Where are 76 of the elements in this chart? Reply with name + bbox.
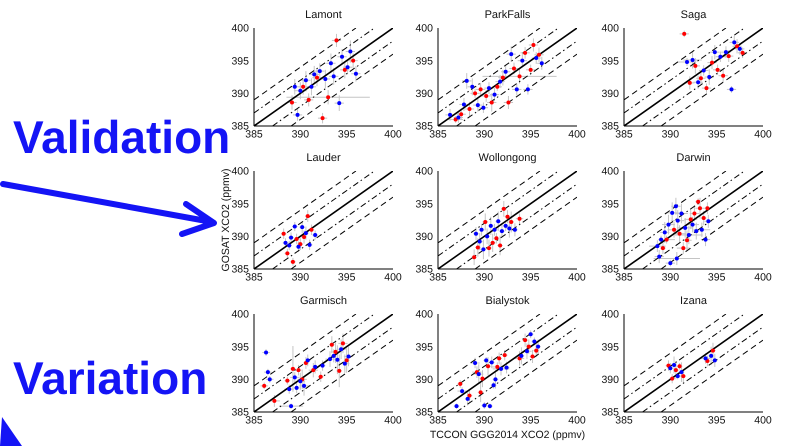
y-tick-label: 400 — [231, 22, 250, 35]
x-axis-title: TCCON GGG2014 XCO2 (ppmv) — [430, 429, 586, 441]
x-tick-label: 385 — [429, 128, 447, 140]
y-tick-label: 400 — [415, 308, 434, 321]
x-tick-label: 390 — [292, 414, 310, 426]
y-tick-label: 395 — [415, 341, 434, 354]
y-tick-label: 390 — [601, 374, 620, 386]
x-tick-label: 390 — [292, 271, 310, 284]
x-tick-label: 390 — [476, 414, 494, 426]
y-tick-label: 390 — [231, 88, 250, 100]
x-tick-label: 385 — [245, 414, 263, 426]
y-tick-label: 400 — [601, 308, 620, 321]
chart-title: Darwin — [675, 151, 712, 165]
x-tick-label: 385 — [245, 128, 263, 140]
x-tick-label: 385 — [615, 128, 633, 140]
x-tick-label: 385 — [245, 271, 263, 284]
y-tick-label: 400 — [415, 166, 434, 178]
x-tick-label: 395 — [338, 128, 356, 140]
x-tick-label: 395 — [708, 271, 726, 284]
x-tick-label: 395 — [522, 271, 540, 284]
x-tick-label: 395 — [522, 128, 540, 140]
x-tick-label: 390 — [476, 271, 494, 284]
y-tick-label: 400 — [415, 22, 434, 35]
y-tick-label: 395 — [231, 341, 250, 354]
x-tick-label: 400 — [384, 271, 402, 284]
x-tick-label: 390 — [476, 128, 494, 140]
x-tick-label: 400 — [384, 128, 402, 140]
x-tick-label: 395 — [338, 414, 356, 426]
chart-title: Saga — [680, 8, 708, 22]
chart-title: Lauder — [305, 151, 342, 165]
y-tick-label: 390 — [415, 88, 434, 100]
text: Validation — [13, 111, 230, 163]
x-tick-label: 400 — [568, 271, 586, 284]
y-tick-label: 395 — [415, 55, 434, 68]
x-tick-label: 400 — [754, 414, 772, 426]
y-tick-label: 390 — [601, 231, 620, 244]
y-tick-label: 395 — [601, 341, 620, 354]
y-tick-label: 400 — [231, 308, 250, 321]
x-tick-label: 400 — [754, 128, 772, 140]
chart-title: Wollongong — [478, 151, 538, 165]
chart-title: Lamont — [304, 8, 343, 22]
chart-title: ParkFalls — [484, 8, 532, 22]
y-tick-label: 395 — [601, 198, 620, 210]
x-tick-label: 395 — [338, 271, 356, 284]
x-tick-label: 390 — [662, 271, 680, 284]
x-tick-label: 390 — [662, 414, 680, 426]
x-tick-label: 395 — [522, 414, 540, 426]
chart-title: Bialystok — [484, 294, 531, 308]
x-tick-label: 400 — [568, 128, 586, 140]
text: Variation — [13, 352, 208, 404]
x-tick-label: 395 — [708, 414, 726, 426]
x-tick-label: 395 — [708, 128, 726, 140]
y-tick-label: 390 — [415, 231, 434, 244]
y-tick-label: 390 — [231, 231, 250, 244]
y-tick-label: 395 — [231, 198, 250, 210]
chart-title: Garmisch — [298, 294, 348, 308]
x-tick-label: 400 — [754, 271, 772, 284]
x-tick-label: 400 — [568, 414, 586, 426]
x-tick-label: 400 — [384, 414, 402, 426]
y-tick-label: 400 — [601, 166, 620, 178]
y-tick-label: 390 — [231, 374, 250, 386]
y-tick-label: 395 — [415, 198, 434, 210]
x-tick-label: 385 — [615, 414, 633, 426]
y-tick-label: 400 — [601, 22, 620, 35]
x-tick-label: 385 — [615, 271, 633, 284]
x-tick-label: 390 — [662, 128, 680, 140]
x-tick-label: 390 — [292, 128, 310, 140]
y-tick-label: 395 — [231, 55, 250, 68]
chart-title: Izana — [679, 294, 708, 308]
y-tick-label: 390 — [601, 88, 620, 100]
x-tick-label: 385 — [429, 271, 447, 284]
y-axis-title: GOSAT XCO2 (ppmv) — [220, 168, 232, 272]
y-tick-label: 395 — [601, 55, 620, 68]
y-tick-label: 390 — [415, 374, 434, 386]
y-tick-label: 400 — [231, 166, 250, 178]
x-tick-label: 385 — [429, 414, 447, 426]
